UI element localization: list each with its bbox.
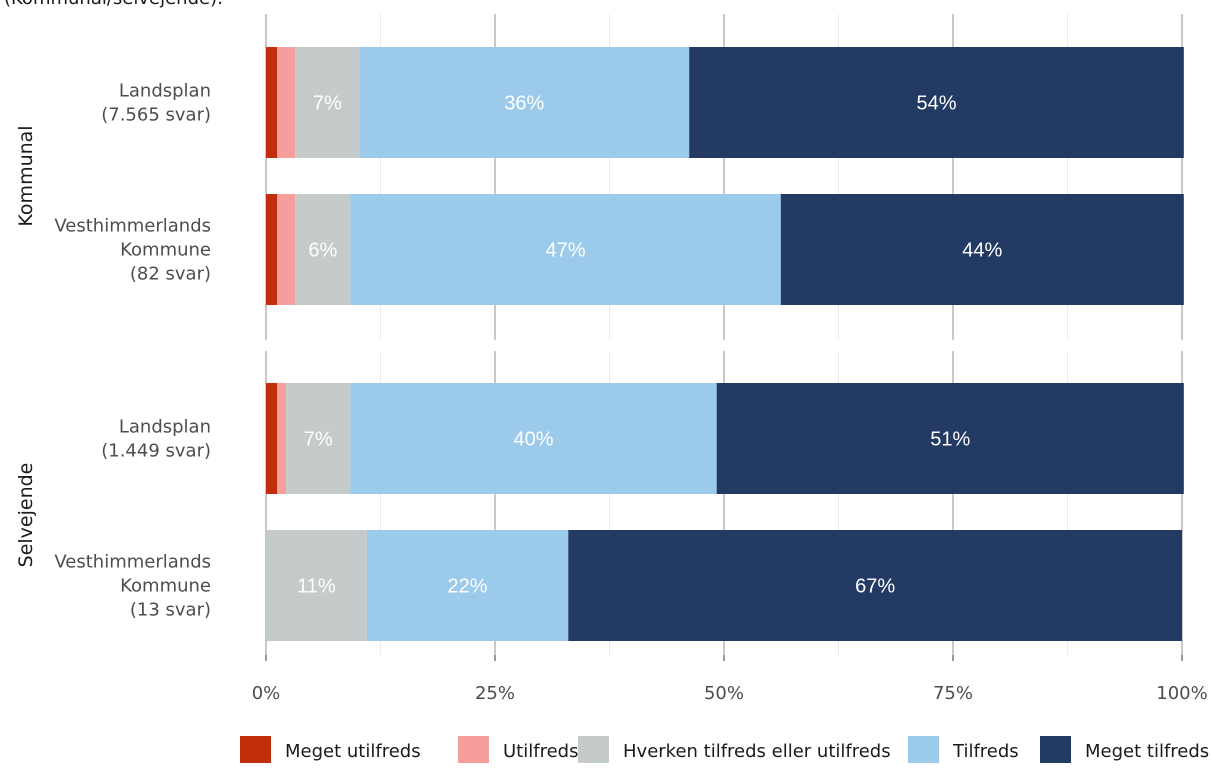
bar-segment-utilfreds — [277, 194, 295, 305]
bar-segment-utilfreds — [277, 383, 286, 494]
category-label: (13 svar) — [130, 600, 211, 621]
category-label: Kommune — [120, 576, 211, 597]
data-label: 7% — [313, 93, 342, 115]
panel-strip-label: Selvejende — [15, 463, 37, 568]
x-tick-label: 100% — [1156, 683, 1207, 704]
legend-label: Hverken tilfreds eller utilfreds — [623, 741, 891, 762]
data-label: 67% — [855, 576, 895, 598]
legend-swatch — [458, 736, 489, 763]
legend-label: Meget tilfreds — [1085, 741, 1209, 762]
data-label: 47% — [546, 240, 586, 262]
panel-strip-label: Kommunal — [15, 125, 37, 226]
bar-segment-utilfreds — [277, 47, 295, 158]
legend: Meget utilfreds Utilfreds Hverken tilfreds… — [240, 736, 1209, 763]
category-label: (7.565 svar) — [101, 105, 211, 126]
category-label: Vesthimmerlands — [54, 552, 211, 573]
category-label: Landsplan — [119, 81, 211, 102]
bar-segment-meget-utilfreds — [266, 383, 277, 494]
data-label: 22% — [448, 576, 488, 598]
legend-swatch — [578, 736, 609, 763]
data-label: 54% — [916, 93, 956, 115]
x-tick-label: 75% — [933, 683, 973, 704]
legend-label: Tilfreds — [952, 741, 1019, 762]
data-label: 36% — [504, 93, 544, 115]
legend-label: Meget utilfreds — [285, 741, 421, 762]
bar-segment-meget-utilfreds — [266, 194, 277, 305]
data-label: 40% — [513, 429, 553, 451]
x-axis: 0% 25% 50% 75% 100% — [252, 655, 1208, 704]
bar-segment-meget-utilfreds — [266, 47, 277, 158]
header-fragment: (Kommunal/selvejende): — [4, 0, 223, 9]
category-label: (1.449 svar) — [101, 441, 211, 462]
data-label: 7% — [304, 429, 333, 451]
bar-layer — [266, 47, 1184, 641]
legend-swatch — [1040, 736, 1071, 763]
legend-swatch — [240, 736, 271, 763]
category-label: Landsplan — [119, 417, 211, 438]
x-tick-label: 0% — [252, 683, 281, 704]
data-label: 6% — [308, 240, 337, 262]
data-label: 44% — [962, 240, 1002, 262]
legend-swatch — [908, 736, 939, 763]
x-tick-label: 25% — [475, 683, 515, 704]
category-label: Vesthimmerlands — [54, 216, 211, 237]
category-label: (82 svar) — [130, 264, 211, 285]
legend-label: Utilfreds — [503, 741, 578, 762]
data-label: 51% — [930, 429, 970, 451]
data-label: 11% — [297, 576, 336, 598]
category-label: Kommune — [120, 240, 211, 261]
x-tick-label: 50% — [704, 683, 744, 704]
